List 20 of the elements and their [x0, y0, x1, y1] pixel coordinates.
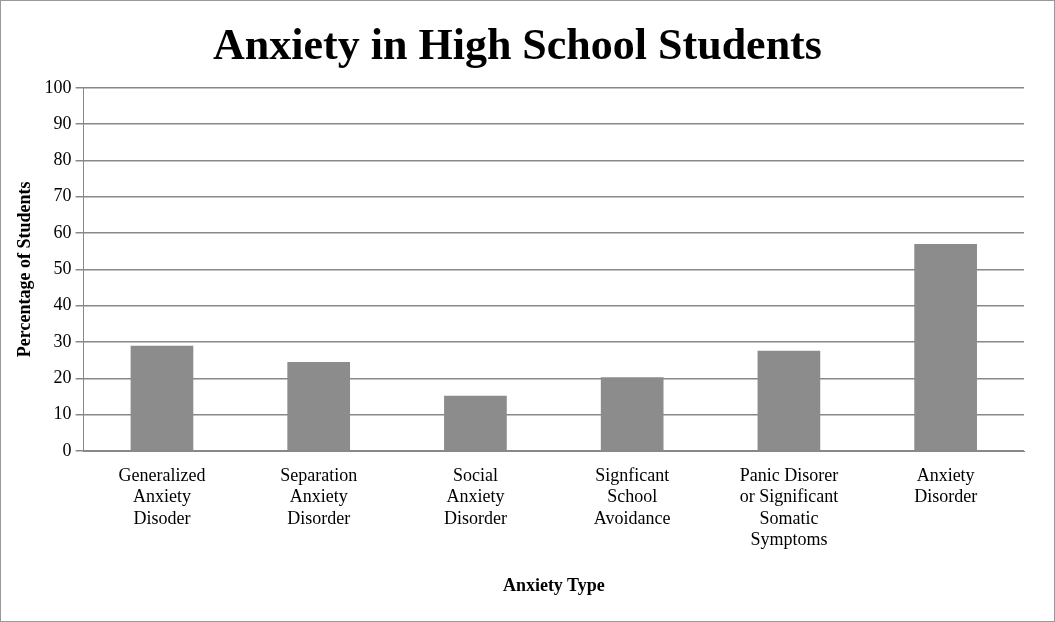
x-axis-title: Anxiety Type [502, 574, 605, 595]
y-tick-label: 0 [62, 439, 72, 460]
x-tick-label: Generalized Anxiety Disoder [118, 464, 206, 528]
y-tick-label: 20 [53, 367, 72, 388]
y-tick-label: 50 [53, 258, 72, 279]
x-tick-label: Panic Disorer or Significant Somatic Symptoms [739, 464, 839, 550]
y-tick-label: 10 [53, 403, 72, 424]
y-tick-label: 40 [53, 294, 72, 315]
y-axis-title: Percentage of Students [14, 181, 35, 358]
x-tick-label: Anxiety Disorder [914, 464, 978, 507]
y-tick-label: 100 [44, 76, 72, 97]
y-tick-label: 60 [53, 221, 72, 242]
y-tick-label: 80 [53, 149, 72, 170]
y-tick-label: 90 [53, 112, 72, 133]
y-tick-label: 70 [53, 185, 72, 206]
x-tick-label: Signficant School Avoidance [593, 464, 671, 528]
chart-title: Anxiety in High School Students [213, 19, 822, 69]
y-tick-label: 30 [53, 330, 72, 351]
x-tick-label: Social Anxiety Disorder [443, 464, 507, 528]
x-tick-label: Separation Anxiety Disorder [280, 464, 358, 528]
